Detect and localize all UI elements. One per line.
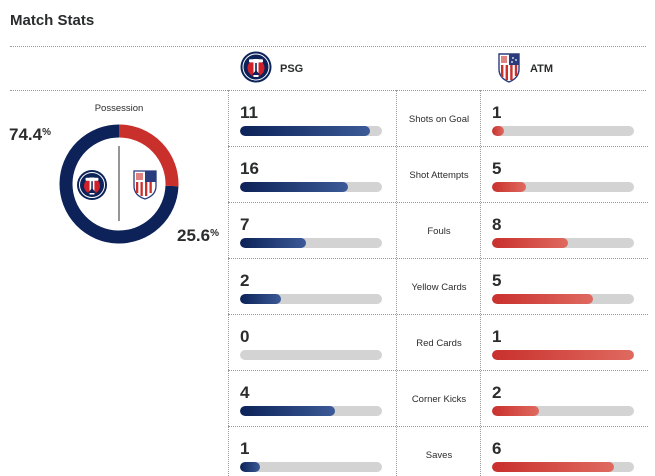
away-stat-bar [492, 182, 634, 192]
home-stat-bar [240, 350, 382, 360]
stat-label: Yellow Cards [411, 282, 467, 293]
home-stat-value: 11 [240, 103, 258, 122]
away-stat-value: 2 [492, 383, 502, 402]
divider [228, 258, 648, 259]
away-stat-bar-fill [492, 406, 540, 416]
team-header-psg: PSG [240, 51, 304, 88]
stat-label: Saves [425, 450, 453, 461]
away-stat-bar-fill [492, 126, 504, 136]
stat-row: 2 Yellow Cards 5 [228, 260, 648, 316]
match-stats-title: Match Stats [10, 12, 95, 29]
stat-label: Fouls [427, 226, 451, 237]
home-stat-bar [240, 182, 382, 192]
away-stat-value: 1 [492, 327, 502, 346]
stat-row: 7 Fouls 8 [228, 204, 648, 260]
stat-row: 11 Shots on Goal 1 [228, 92, 648, 148]
divider [396, 90, 397, 476]
stat-row: 4 Corner Kicks 2 [228, 372, 648, 428]
away-stat-value: 5 [492, 271, 502, 290]
home-stat-bar [240, 462, 382, 472]
away-stat-value: 8 [492, 215, 502, 234]
possession-label: Possession [94, 103, 144, 114]
team-header-atm: ATM [496, 52, 553, 86]
away-stat-bar-fill [492, 350, 634, 360]
stat-label: Corner Kicks [411, 394, 467, 405]
divider [228, 202, 648, 203]
away-stat-bar-fill [492, 238, 568, 248]
home-stat-value: 16 [240, 159, 259, 178]
home-stat-bar [240, 294, 382, 304]
psg-crest-icon [240, 51, 272, 88]
away-stat-bar-fill [492, 182, 526, 192]
home-stat-bar-fill [240, 238, 307, 248]
divider [10, 90, 646, 91]
away-stat-value: 6 [492, 439, 502, 458]
away-stat-bar [492, 350, 634, 360]
home-stat-value: 0 [240, 327, 250, 346]
home-stat-bar [240, 406, 382, 416]
divider [228, 90, 229, 476]
home-stat-value: 7 [240, 215, 250, 234]
stat-row: 16 Shot Attempts 5 [228, 148, 648, 204]
away-stat-bar [492, 462, 634, 472]
away-stat-value: 1 [492, 103, 502, 122]
home-stat-bar [240, 238, 382, 248]
divider [228, 146, 648, 147]
team-abbr-atm: ATM [530, 63, 554, 75]
away-possession-pct: 25.6% [177, 226, 219, 245]
home-possession-pct: 74.4% [9, 125, 51, 144]
home-stat-value: 2 [240, 271, 250, 290]
stat-label: Red Cards [416, 338, 462, 349]
away-stat-bar [492, 294, 634, 304]
possession-arc-psg [59, 124, 179, 244]
home-stat-bar-fill [240, 462, 261, 472]
divider [228, 426, 648, 427]
divider [10, 46, 646, 47]
home-stat-bar-fill [240, 182, 349, 192]
atm-crest-icon [133, 170, 157, 200]
home-stat-bar-fill [240, 406, 335, 416]
home-stat-bar [240, 126, 382, 136]
home-stat-value: 1 [240, 439, 250, 458]
divider [228, 370, 648, 371]
stat-label: Shots on Goal [408, 114, 470, 125]
divider [480, 90, 481, 476]
away-stat-bar [492, 126, 634, 136]
stat-row: 1 Saves 6 [228, 428, 648, 476]
stat-label: Shot Attempts [409, 170, 469, 181]
home-stat-value: 4 [240, 383, 250, 402]
away-stat-bar-fill [492, 294, 594, 304]
away-stat-bar-fill [492, 462, 614, 472]
possession-donut [59, 124, 179, 244]
psg-crest-icon [77, 170, 107, 200]
home-stat-bar-fill [240, 294, 281, 304]
stat-row: 0 Red Cards 1 [228, 316, 648, 372]
away-stat-value: 5 [492, 159, 502, 178]
home-stat-bar-fill [240, 126, 371, 136]
possession-arc-atm [118, 124, 179, 187]
atm-crest-icon [496, 51, 522, 88]
away-stat-bar [492, 238, 634, 248]
team-abbr-psg: PSG [280, 63, 304, 75]
away-stat-bar [492, 406, 634, 416]
divider [228, 314, 648, 315]
